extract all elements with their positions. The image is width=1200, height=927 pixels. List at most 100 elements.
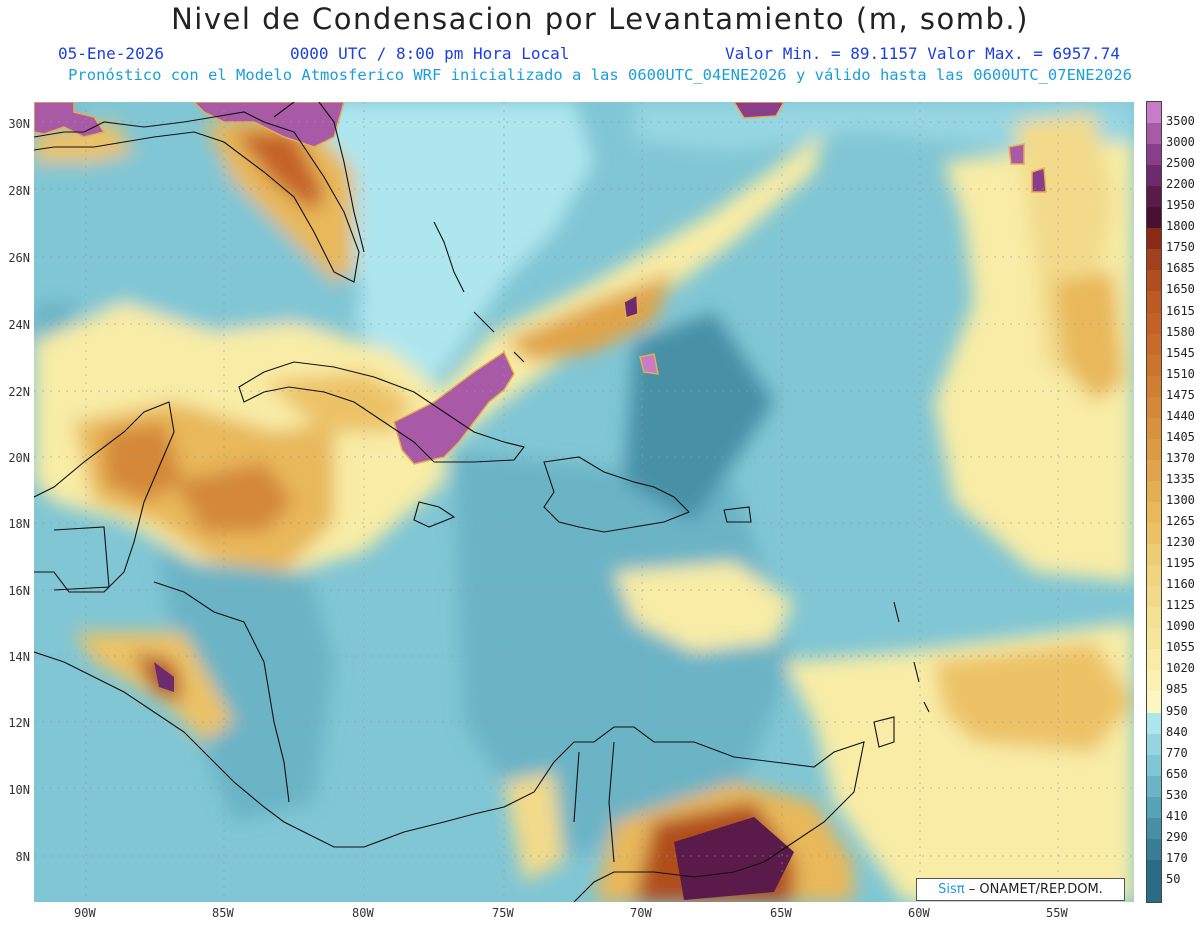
- colorbar-label: 3500: [1166, 114, 1195, 129]
- colorbar-label: 1300: [1166, 493, 1195, 507]
- colorbar-label: 1160: [1166, 577, 1195, 592]
- sispi-logo: Sisπ: [938, 882, 965, 897]
- forecast-date: 05-Ene-2026: [58, 44, 164, 63]
- colorbar-segment: [1147, 565, 1161, 587]
- colorbar-label: 1580: [1166, 324, 1195, 339]
- colorbar-segment: [1147, 775, 1161, 798]
- field-shading: [34, 102, 1134, 902]
- colorbar-label: 1750: [1166, 240, 1195, 255]
- colorbar-label: 1370: [1166, 450, 1195, 465]
- colorbar-segment: [1147, 144, 1161, 166]
- model-info: Pronóstico con el Modelo Atmosferico WRF…: [68, 66, 1132, 84]
- colorbar-segment: [1147, 333, 1161, 356]
- colorbar-segment: [1147, 354, 1161, 377]
- lat-label: 14N: [8, 650, 30, 664]
- colorbar-segment: [1147, 270, 1161, 292]
- gridlines: [34, 102, 1134, 902]
- lon-label: 90W: [74, 906, 96, 920]
- colorbar-label: 530: [1166, 787, 1188, 802]
- colorbar-segment: [1147, 207, 1161, 229]
- lon-label: 70W: [630, 906, 652, 920]
- colorbar-segment: [1147, 165, 1161, 187]
- lon-label: 60W: [908, 906, 930, 920]
- lat-label: 28N: [8, 184, 30, 198]
- colorbar-label: 1090: [1166, 619, 1195, 634]
- colorbar-label: 2200: [1166, 177, 1195, 192]
- colorbar-segment: [1147, 880, 1161, 903]
- colorbar-segment: [1147, 102, 1161, 124]
- colorbar-segment: [1147, 123, 1161, 145]
- colorbar-segment: [1147, 523, 1161, 545]
- colorbar-label: 170: [1166, 850, 1188, 865]
- lat-label: 20N: [8, 451, 30, 465]
- lat-label: 10N: [8, 783, 30, 797]
- colorbar-segment: [1147, 291, 1161, 314]
- colorbar-label: 770: [1166, 745, 1188, 760]
- colorbar-segment: [1147, 459, 1161, 482]
- colorbar-label: 650: [1166, 766, 1188, 781]
- lat-label: 30N: [8, 117, 30, 131]
- colorbar-label: 1265: [1166, 514, 1195, 529]
- colorbar-label: 1615: [1166, 303, 1195, 318]
- colorbar-label: 1685: [1166, 261, 1195, 276]
- colorbar-label: 1800: [1166, 219, 1195, 234]
- colorbar-segment: [1147, 502, 1161, 524]
- forecast-time: 0000 UTC / 8:00 pm Hora Local: [290, 44, 570, 63]
- colorbar-label: 1125: [1166, 598, 1195, 613]
- colorbar-label: 1545: [1166, 345, 1195, 360]
- colorbar-label: 1950: [1166, 198, 1195, 213]
- colorbar-label: 985: [1166, 682, 1188, 697]
- colorbar-segment: [1147, 838, 1161, 861]
- colorbar-label: 840: [1166, 724, 1188, 739]
- colorbar-segment: [1147, 859, 1161, 882]
- colorbar-segment: [1147, 228, 1161, 250]
- coastlines: [34, 102, 930, 902]
- map-title: Nivel de Condensacion por Levantamiento …: [171, 2, 1029, 36]
- value-range: Valor Min. = 89.1157 Valor Max. = 6957.7…: [725, 44, 1120, 63]
- colorbar-label: 1440: [1166, 408, 1195, 423]
- colorbar-label: 1405: [1166, 429, 1195, 444]
- colorbar-segment: [1147, 607, 1161, 629]
- colorbar-segment: [1147, 312, 1161, 335]
- lon-label: 65W: [770, 906, 792, 920]
- colorbar-label: 1650: [1166, 282, 1195, 297]
- credit-text: – ONAMET/REP.DOM.: [968, 882, 1103, 897]
- colorbar-label: 1335: [1166, 471, 1195, 486]
- lon-label: 75W: [492, 906, 514, 920]
- colorbar-label: 1020: [1166, 661, 1195, 676]
- lat-label: 26N: [8, 251, 30, 265]
- colorbar-label: 1475: [1166, 387, 1195, 402]
- colorbar-label: 2500: [1166, 156, 1195, 171]
- lon-label: 80W: [352, 906, 374, 920]
- colorbar-segment: [1147, 670, 1161, 692]
- colorbar-segment: [1147, 186, 1161, 208]
- colorbar-label: 1230: [1166, 535, 1195, 550]
- colorbar-segment: [1147, 733, 1161, 756]
- lat-label: 12N: [8, 716, 30, 730]
- colorbar-segment: [1147, 712, 1161, 735]
- colorbar-label: 290: [1166, 829, 1188, 844]
- colorbar-segment: [1147, 480, 1161, 503]
- colorbar-segment: [1147, 754, 1161, 777]
- colorbar-segment: [1147, 628, 1161, 650]
- colorbar-label: 50: [1166, 871, 1181, 886]
- colorbar-label: 3000: [1166, 135, 1195, 150]
- high-value-patches: [34, 102, 1047, 900]
- colorbar-segment: [1147, 396, 1161, 419]
- colorbar-label: 410: [1166, 808, 1188, 823]
- lat-label: 16N: [8, 584, 30, 598]
- colorbar-segment: [1147, 249, 1161, 271]
- credit-box: Sisπ – ONAMET/REP.DOM.: [916, 878, 1125, 901]
- lon-label: 85W: [212, 906, 234, 920]
- colorbar-segment: [1147, 586, 1161, 608]
- lat-label: 24N: [8, 318, 30, 332]
- condensation-level-map: [34, 102, 1134, 902]
- lon-label: 55W: [1046, 906, 1068, 920]
- colorbar-segment: [1147, 438, 1161, 461]
- colorbar-segment: [1147, 417, 1161, 440]
- lat-label: 18N: [8, 517, 30, 531]
- colorbar-segment: [1147, 796, 1161, 819]
- colorbar-segment: [1147, 649, 1161, 671]
- colorbar-label: 1195: [1166, 556, 1195, 571]
- lat-label: 8N: [15, 850, 30, 864]
